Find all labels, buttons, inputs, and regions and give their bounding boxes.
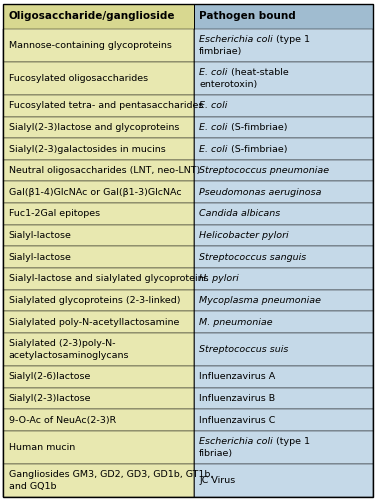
Text: Sialylated (2-3)poly-N-: Sialylated (2-3)poly-N- (9, 339, 115, 348)
Bar (3, 95, 194, 117)
Text: Helicobacter pylori: Helicobacter pylori (199, 231, 289, 240)
Text: Sialyl(2-6)lactose: Sialyl(2-6)lactose (9, 372, 91, 381)
Bar (194, 409, 373, 431)
Text: Sialyl-lactose: Sialyl-lactose (9, 253, 71, 262)
Text: Neutral oligosaccharides (LNT, neo-LNT): Neutral oligosaccharides (LNT, neo-LNT) (9, 166, 200, 175)
Bar (194, 203, 373, 225)
Text: Streptococcus suis: Streptococcus suis (199, 345, 288, 354)
Bar (194, 29, 373, 62)
Text: E. coli: E. coli (199, 101, 227, 110)
Text: M. pneumoniae: M. pneumoniae (199, 318, 273, 327)
Bar (3, 333, 194, 366)
Bar (3, 366, 194, 388)
Bar (194, 311, 373, 333)
Text: Influenzavirus C: Influenzavirus C (199, 416, 276, 425)
Bar (194, 388, 373, 409)
Text: Fuc1-2Gal epitopes: Fuc1-2Gal epitopes (9, 209, 100, 218)
Bar (3, 62, 194, 95)
Bar (3, 225, 194, 246)
Bar (3, 4, 194, 29)
Text: Sialyl-lactose: Sialyl-lactose (9, 231, 71, 240)
Bar (3, 268, 194, 290)
Text: Gangliosides GM3, GD2, GD3, GD1b, GT1b,: Gangliosides GM3, GD2, GD3, GD1b, GT1b, (9, 470, 213, 479)
Bar (194, 268, 373, 290)
Text: Mannose-containing glycoproteins: Mannose-containing glycoproteins (9, 41, 171, 50)
Text: Influenzavirus A: Influenzavirus A (199, 372, 276, 381)
Bar (3, 181, 194, 203)
Bar (194, 290, 373, 311)
Bar (3, 388, 194, 409)
Text: (S-fimbriae): (S-fimbriae) (227, 123, 287, 132)
Text: (type 1: (type 1 (273, 437, 310, 446)
Text: Sialyl(2-3)galactosides in mucins: Sialyl(2-3)galactosides in mucins (9, 144, 165, 153)
Bar (194, 464, 373, 497)
Text: H. pylori: H. pylori (199, 275, 239, 284)
Bar (3, 160, 194, 181)
Text: Mycoplasma pneumoniae: Mycoplasma pneumoniae (199, 296, 321, 305)
Text: Fucosylated tetra- and pentasaccharides: Fucosylated tetra- and pentasaccharides (9, 101, 203, 110)
Bar (194, 246, 373, 268)
Bar (194, 62, 373, 95)
Text: (S-fimbriae): (S-fimbriae) (227, 144, 287, 153)
Text: Influenzavirus B: Influenzavirus B (199, 394, 275, 403)
Bar (194, 95, 373, 117)
Text: Sialylated glycoproteins (2-3-linked): Sialylated glycoproteins (2-3-linked) (9, 296, 180, 305)
Text: fibriae): fibriae) (199, 448, 233, 457)
Bar (194, 138, 373, 160)
Bar (3, 409, 194, 431)
Bar (194, 117, 373, 138)
Text: acetylactosaminoglycans: acetylactosaminoglycans (9, 351, 129, 360)
Text: E. coli: E. coli (199, 144, 227, 153)
Bar (3, 431, 194, 464)
Text: JC Virus: JC Virus (199, 476, 235, 485)
Text: Sialyl(2-3)lactose: Sialyl(2-3)lactose (9, 394, 91, 403)
Text: fimbriae): fimbriae) (199, 47, 243, 56)
Bar (194, 4, 373, 29)
Text: Sialyl(2-3)lactose and glycoproteins: Sialyl(2-3)lactose and glycoproteins (9, 123, 179, 132)
Bar (194, 431, 373, 464)
Text: Escherichia coli: Escherichia coli (199, 35, 273, 44)
Bar (194, 333, 373, 366)
Bar (3, 246, 194, 268)
Text: Sialyl-lactose and sialylated glycoproteins: Sialyl-lactose and sialylated glycoprote… (9, 275, 208, 284)
Text: (heat-stable: (heat-stable (227, 68, 288, 77)
Text: Streptococcus sanguis: Streptococcus sanguis (199, 253, 306, 262)
Text: E. coli: E. coli (199, 123, 227, 132)
Text: Pseudomonas aeruginosa: Pseudomonas aeruginosa (199, 188, 322, 197)
Text: Pathogen bound: Pathogen bound (199, 12, 296, 22)
Text: Fucosylated oligosaccharides: Fucosylated oligosaccharides (9, 74, 148, 83)
Text: (type 1: (type 1 (273, 35, 310, 44)
Bar (194, 160, 373, 181)
Text: Gal(β1-4)GlcNAc or Gal(β1-3)GlcNAc: Gal(β1-4)GlcNAc or Gal(β1-3)GlcNAc (9, 188, 181, 197)
Text: Streptococcus pneumoniae: Streptococcus pneumoniae (199, 166, 329, 175)
Text: Escherichia coli: Escherichia coli (199, 437, 273, 446)
Bar (3, 290, 194, 311)
Text: Oligosaccharide/ganglioside: Oligosaccharide/ganglioside (9, 12, 175, 22)
Bar (194, 181, 373, 203)
Bar (3, 117, 194, 138)
Text: Sialylated poly-N-acetyllactosamine: Sialylated poly-N-acetyllactosamine (9, 318, 179, 327)
Bar (3, 29, 194, 62)
Text: Candida albicans: Candida albicans (199, 209, 280, 218)
Text: 9-O-Ac of NeuAc(2-3)R: 9-O-Ac of NeuAc(2-3)R (9, 416, 116, 425)
Text: enterotoxin): enterotoxin) (199, 80, 258, 89)
Bar (3, 203, 194, 225)
Bar (194, 366, 373, 388)
Bar (194, 225, 373, 246)
Bar (3, 311, 194, 333)
Text: and GQ1b: and GQ1b (9, 481, 56, 490)
Bar (3, 138, 194, 160)
Text: Human mucin: Human mucin (9, 443, 75, 452)
Bar (3, 464, 194, 497)
Text: E. coli: E. coli (199, 68, 227, 77)
